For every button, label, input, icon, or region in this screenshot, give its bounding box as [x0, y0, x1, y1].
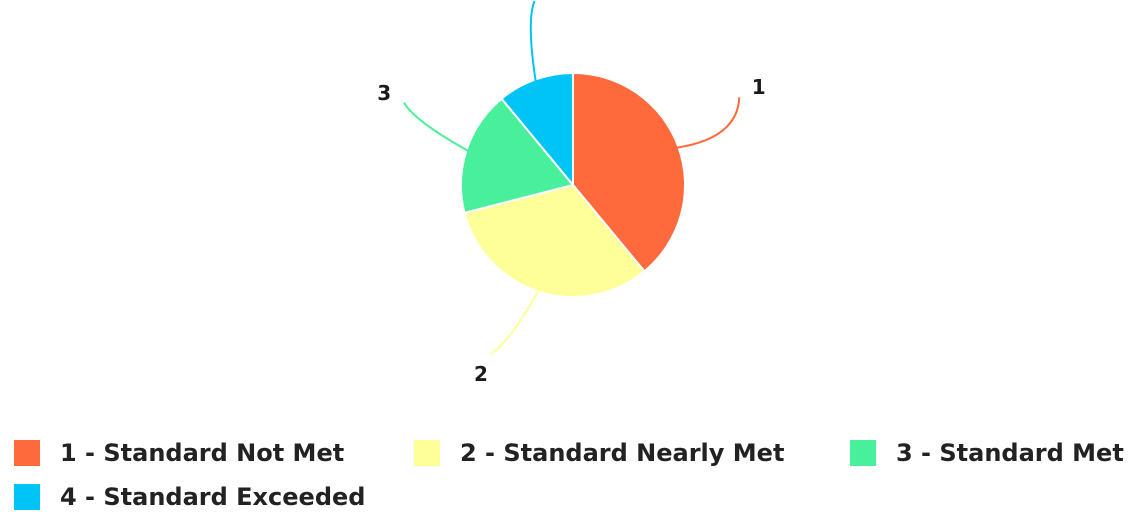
legend-item-1: 1 - Standard Not Met: [14, 439, 414, 467]
slice-label-2: 2: [474, 362, 488, 386]
pie-slices: [460, 71, 686, 298]
connector-4: [529, 0, 537, 82]
legend-row-1: 1 - Standard Not Met 2 - Standard Nearly…: [14, 438, 1124, 468]
connector-3: [403, 102, 469, 152]
slice-labels: 1234: [377, 75, 766, 386]
legend-label-2: 2 - Standard Nearly Met: [460, 439, 785, 467]
legend-swatch-3: [850, 440, 876, 466]
legend-swatch-1: [14, 440, 40, 466]
legend-swatch-4: [14, 484, 40, 510]
legend-item-2: 2 - Standard Nearly Met: [414, 439, 850, 467]
connector-2: [490, 289, 540, 355]
slice-label-3: 3: [377, 81, 391, 105]
pie-chart: 1234: [377, 0, 766, 386]
legend-label-3: 3 - Standard Met: [896, 439, 1124, 467]
legend-label-4: 4 - Standard Exceeded: [60, 483, 366, 511]
slice-label-1: 1: [752, 75, 766, 99]
legend-item-4: 4 - Standard Exceeded: [14, 483, 365, 511]
connector-1: [676, 97, 741, 149]
legend-row-2: 4 - Standard Exceeded: [14, 482, 365, 512]
legend-item-3: 3 - Standard Met: [850, 439, 1124, 467]
label-connectors: [403, 0, 741, 355]
legend-label-1: 1 - Standard Not Met: [60, 439, 345, 467]
legend-swatch-2: [414, 440, 440, 466]
